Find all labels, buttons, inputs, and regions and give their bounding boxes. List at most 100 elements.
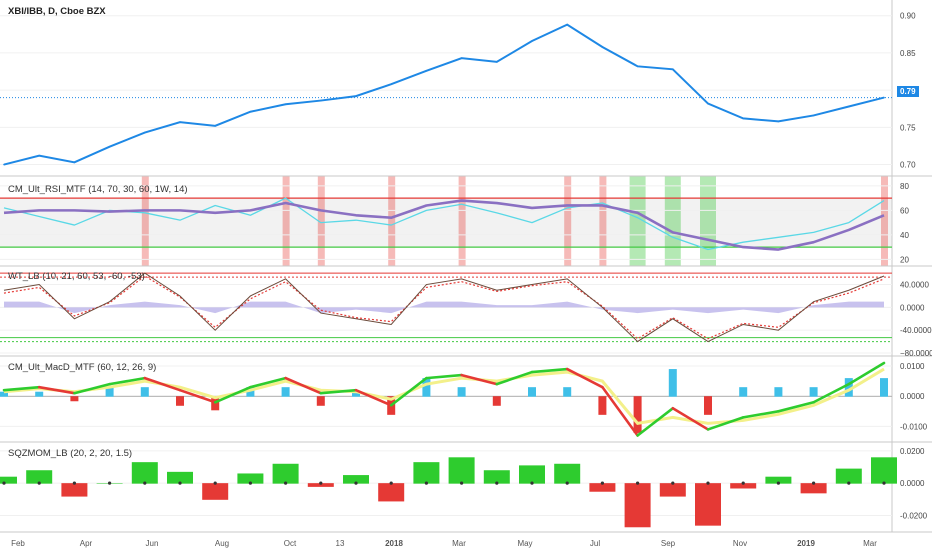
price-point	[249, 110, 252, 113]
macd-hist-bar	[105, 387, 114, 397]
price-point	[355, 95, 357, 97]
sqz-momentum-bar	[765, 476, 792, 484]
macd-line-segment	[73, 382, 111, 395]
sqz-dot	[671, 481, 675, 485]
macd-line-segment	[601, 385, 639, 437]
price-point	[742, 117, 744, 120]
macd-hist-bar	[844, 378, 853, 397]
wt-pane-title: WT_LB (10, 21, 60, 53, -60, -53)	[8, 271, 145, 282]
price-point	[812, 114, 815, 117]
sqz-dot	[354, 481, 358, 485]
wt-tick-label: 40.0000	[900, 281, 929, 290]
macd-hist-bar	[246, 387, 255, 397]
sqz-dot	[882, 481, 886, 485]
series-layer	[0, 23, 897, 528]
macd-hist-bar	[563, 387, 572, 397]
price-point	[883, 96, 885, 99]
price-point	[284, 103, 287, 106]
macd-hist-bar	[0, 391, 8, 397]
wt2-line	[3, 275, 885, 340]
sqz-momentum-bar	[519, 465, 545, 484]
macd-line-segment	[2, 385, 41, 392]
price-point	[3, 163, 5, 166]
time-axis-label: Oct	[284, 539, 297, 548]
sqz-tick-label: 0.0200	[900, 447, 925, 456]
price-tick-label: 0.90	[900, 12, 916, 21]
price-point	[390, 83, 393, 85]
price-point	[566, 23, 568, 26]
rsi-oversold-band	[664, 176, 681, 266]
sqz-dot	[460, 481, 464, 485]
rsi-range-fill	[0, 198, 892, 248]
macd-line-segment	[213, 385, 252, 404]
macd-hist-bar	[739, 387, 748, 397]
rsi-pane-title: CM_Ult_RSI_MTF (14, 70, 30, 60, 1W, 14)	[8, 184, 188, 195]
macd-hist-bar	[633, 396, 642, 433]
sqz-dot	[143, 481, 147, 485]
sqz-momentum-bar	[589, 483, 616, 492]
time-axis: Feb Apr Jun Aug Oct 13 2018 Mar May Jul Sep Nov 2019…	[11, 539, 877, 548]
macd-line-segment	[495, 370, 534, 386]
macd-line-segment	[249, 376, 287, 389]
time-axis-label: 13	[336, 539, 345, 548]
sqz-dot	[72, 481, 76, 485]
sqz-momentum-bar	[871, 457, 897, 484]
sqz-dot	[741, 481, 745, 485]
rsi-tick-label: 20	[900, 255, 909, 264]
macd-hist-bar	[704, 396, 712, 415]
macd-tick-label: 0.0100	[900, 362, 925, 371]
sqz-momentum-bar	[378, 483, 405, 502]
macd-line-segment	[284, 376, 323, 395]
sqz-momentum-bar	[659, 483, 686, 497]
time-axis-label: May	[517, 539, 532, 548]
macd-hist-bar	[352, 391, 360, 397]
sqz-momentum-bar	[167, 471, 193, 484]
rsi-tick-label: 40	[900, 231, 909, 240]
macd-hist-bar	[774, 387, 783, 397]
price-point	[777, 120, 780, 123]
macd-line-segment	[671, 407, 710, 431]
time-axis-label: Jun	[146, 539, 159, 548]
rsi-overbought-band	[282, 176, 290, 266]
macd-hist-bar	[492, 396, 501, 406]
price-point	[179, 121, 181, 123]
macd-hist-bar	[598, 396, 607, 415]
price-point	[320, 99, 322, 102]
sqz-momentum-bar	[730, 483, 757, 489]
sqz-dot	[37, 481, 41, 485]
sqz-dot	[108, 481, 112, 485]
time-axis-label: Feb	[11, 539, 25, 548]
sqz-momentum-bar	[835, 468, 862, 484]
macd-line-segment	[636, 407, 675, 437]
sqz-tick-label: -0.0200	[900, 511, 928, 520]
rsi-overbought-band	[564, 176, 572, 266]
grid-lines	[0, 0, 932, 533]
sqz-dot	[812, 481, 816, 485]
price-point	[496, 61, 498, 63]
sqz-pane-title: SQZMOM_LB (20, 2, 20, 1.5)	[8, 448, 133, 459]
sqz-dot	[565, 481, 569, 485]
rsi-overbought-band	[599, 176, 607, 266]
price-point	[425, 69, 428, 72]
price-tick-label: 0.70	[900, 161, 916, 170]
sqz-momentum-bar	[413, 462, 440, 484]
rsi-series-line-1	[3, 199, 885, 251]
time-axis-label: Sep	[661, 539, 676, 548]
sqz-momentum-bar	[26, 470, 53, 484]
rsi-overbought-band	[881, 176, 888, 266]
price-point	[848, 105, 850, 108]
wt-diff-area	[4, 301, 884, 314]
price-point	[460, 57, 463, 59]
rsi-overbought-band	[317, 176, 325, 266]
price-series-line	[3, 23, 885, 166]
macd-hist-bar	[281, 387, 290, 397]
wt1-line	[3, 272, 885, 343]
sqz-dot	[847, 481, 851, 485]
macd-hist-bar	[70, 396, 79, 402]
wt-tick-label: −80.0000	[900, 349, 932, 358]
macd-line-segment	[37, 385, 76, 395]
sqz-momentum-bar	[202, 483, 229, 500]
sqz-dot	[776, 481, 781, 485]
